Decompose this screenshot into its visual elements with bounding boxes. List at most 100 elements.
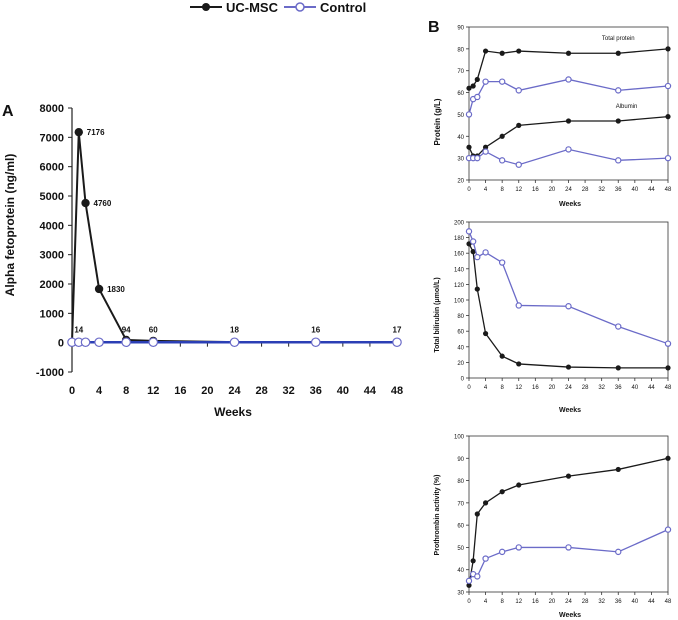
y-tick-label: 50 xyxy=(457,546,464,552)
data-label: 14 xyxy=(74,326,83,335)
data-point xyxy=(515,302,522,309)
data-point xyxy=(148,337,159,348)
data-point xyxy=(516,361,522,367)
x-tick-label: 36 xyxy=(310,385,322,397)
x-tick-label: 40 xyxy=(631,187,638,193)
data-point xyxy=(615,365,621,371)
x-tick-label: 12 xyxy=(515,385,522,391)
data-point xyxy=(470,83,476,89)
data-point xyxy=(499,50,505,56)
data-point xyxy=(499,133,505,139)
data-point xyxy=(565,76,572,83)
data-point xyxy=(664,340,672,347)
x-tick-label: 0 xyxy=(69,385,75,397)
plot-frame xyxy=(468,26,669,181)
x-tick-label: 32 xyxy=(283,385,295,397)
data-point xyxy=(565,364,572,370)
plot-frame xyxy=(468,435,669,593)
data-point xyxy=(516,482,522,488)
x-tick-label: 0 xyxy=(467,187,471,193)
x-tick-label: 28 xyxy=(582,385,589,391)
x-tick-label: 24 xyxy=(228,385,241,397)
chart-panel-b-bilirubin: Total bilirubin (μmol/L) Weeks 020406080… xyxy=(434,221,672,415)
data-point xyxy=(80,337,91,348)
data-point xyxy=(565,473,572,479)
x-tick-label: 40 xyxy=(337,385,349,397)
y-tick-label: 40 xyxy=(457,568,464,574)
y-tick-label: 0 xyxy=(58,338,64,350)
chart-panel-a: A Alpha fetoprotein (ng/ml) Weeks -1000 0… xyxy=(2,103,403,419)
data-point xyxy=(565,118,572,124)
panel-label-a: A xyxy=(2,103,14,120)
data-point xyxy=(565,544,572,551)
data-point xyxy=(474,286,480,292)
y-tick-label: 80 xyxy=(457,314,464,320)
data-point xyxy=(466,144,472,150)
x-axis-label-weeks-b1: Weeks xyxy=(559,201,581,208)
data-point xyxy=(310,337,321,348)
y-tick-label: -1000 xyxy=(36,367,64,379)
data-point xyxy=(615,87,622,94)
x-tick-label: 24 xyxy=(565,599,572,605)
x-tick-label: 4 xyxy=(484,385,488,391)
data-point xyxy=(482,144,489,150)
legend-ucmsc-label: UC-MSC xyxy=(226,0,279,15)
data-label: 18 xyxy=(230,326,239,335)
data-point xyxy=(499,489,505,495)
data-point xyxy=(516,122,522,128)
y-tick-label: 100 xyxy=(454,299,465,305)
x-tick-label: 20 xyxy=(549,599,556,605)
data-point xyxy=(482,148,489,155)
y-tick-label: 200 xyxy=(454,221,465,227)
x-axis-label-weeks-b2: Weeks xyxy=(559,407,581,414)
y-tick-label: 80 xyxy=(457,479,464,485)
x-tick-label: 48 xyxy=(665,599,672,605)
x-tick-label: 8 xyxy=(500,599,504,605)
x-tick-label: 20 xyxy=(549,385,556,391)
x-tick-label: 32 xyxy=(598,187,605,193)
x-tick-label: 32 xyxy=(598,599,605,605)
data-point xyxy=(615,323,622,330)
data-point xyxy=(665,114,671,120)
data-point xyxy=(515,161,522,168)
x-tick-label: 0 xyxy=(467,385,471,391)
y-tick-label: 90 xyxy=(457,26,464,32)
data-label: 7176 xyxy=(87,128,105,137)
y-tick-label: 160 xyxy=(454,252,465,258)
data-point xyxy=(482,330,489,337)
legend-control-marker xyxy=(295,2,305,12)
x-tick-label: 40 xyxy=(631,599,638,605)
y-tick-label: 30 xyxy=(457,157,464,163)
x-tick-label: 44 xyxy=(648,187,655,193)
chart-panel-b-protein: B Protein (g/L) Weeks 20 30 40 50 60 70 80 90 0 4… xyxy=(428,19,672,208)
y-tick-label: 180 xyxy=(454,236,465,242)
data-point xyxy=(465,228,473,235)
y-tick-label: 100 xyxy=(454,435,465,441)
data-point xyxy=(94,284,104,294)
x-tick-label: 4 xyxy=(96,385,103,397)
data-point xyxy=(229,337,240,348)
y-tick-label: 60 xyxy=(457,91,464,97)
data-point xyxy=(121,337,131,348)
data-point xyxy=(466,85,472,91)
data-point xyxy=(482,249,489,256)
y-tick-label: 8000 xyxy=(40,103,64,115)
x-tick-label: 8 xyxy=(500,385,504,391)
legend-control-label: Control xyxy=(320,0,366,15)
x-tick-label: 28 xyxy=(255,385,267,397)
series-line xyxy=(71,132,398,344)
y-tick-label: 0 xyxy=(461,377,465,383)
x-tick-label: 16 xyxy=(532,385,539,391)
data-point xyxy=(565,50,572,56)
plot-frame xyxy=(468,221,669,379)
x-tick-label: 4 xyxy=(484,599,488,605)
data-point xyxy=(469,238,477,245)
x-tick-label: 16 xyxy=(532,599,539,605)
x-tick-label: 44 xyxy=(364,385,377,397)
series-line xyxy=(468,78,669,115)
data-point xyxy=(565,146,572,153)
y-tick-label: 120 xyxy=(454,283,465,289)
data-point xyxy=(499,353,505,359)
x-tick-label: 12 xyxy=(515,187,522,193)
y-tick-label: 1000 xyxy=(40,308,64,320)
